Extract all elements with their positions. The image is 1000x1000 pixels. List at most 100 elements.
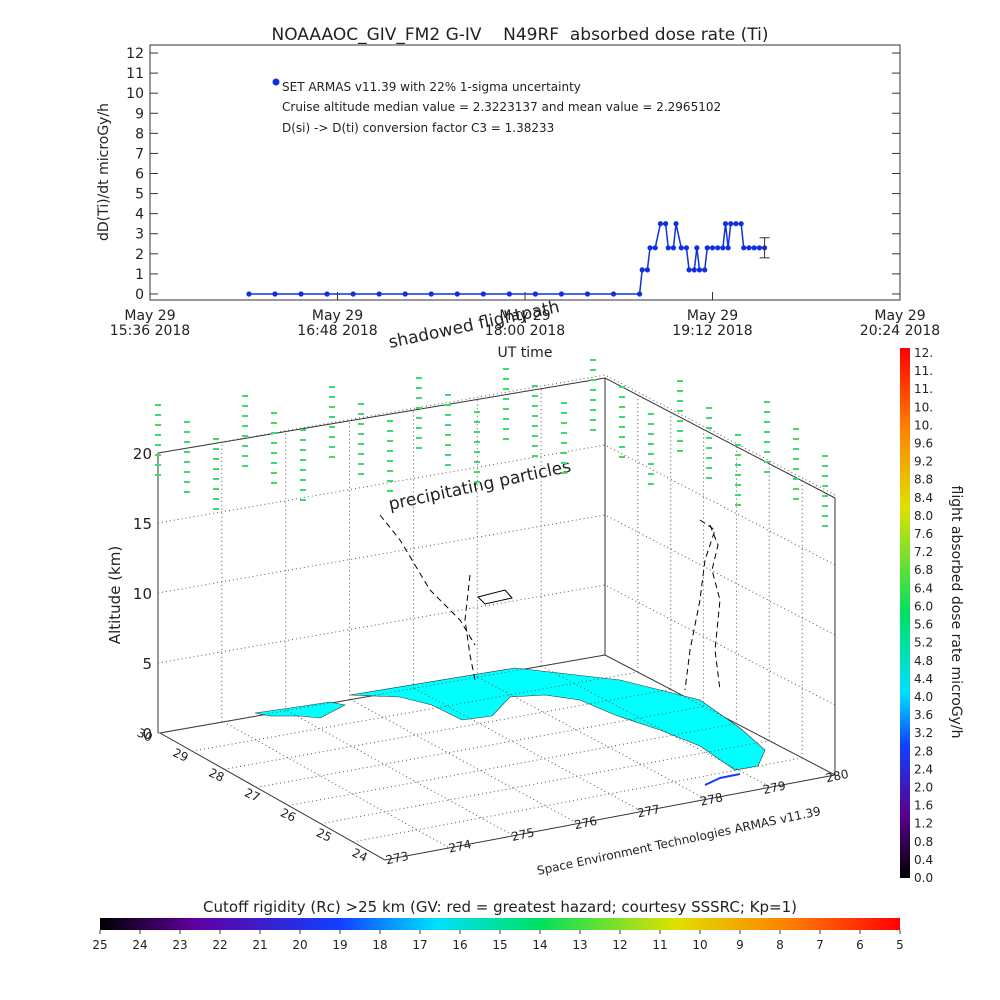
y-tick-label: 2 [135,247,144,263]
grid-line [288,723,737,807]
data-point [657,221,664,227]
dose-colorbar-label: 1.2 [914,817,933,831]
x-tick-label: 19:12 2018 [672,323,752,339]
lon-tick-label: 278 [699,790,724,808]
dose-colorbar-label: 6.8 [914,563,933,577]
data-point [678,245,684,251]
y-tick-label: 1 [135,267,144,283]
dose-colorbar-label: 5.2 [914,636,933,650]
flight-path [684,519,716,691]
dose-colorbar-label: 3.6 [914,708,933,722]
data-point [558,291,565,297]
lat-tick-label: 26 [278,806,298,825]
dose-colorbar [900,348,910,878]
lon-tick-label: 276 [573,814,598,832]
rc-colorbar-title: Cutoff rigidity (Rc) >25 km (GV: red = g… [203,898,797,916]
dose-colorbar-label: 6.0 [914,599,933,613]
y-tick-label: 11 [126,66,144,82]
data-point [647,245,653,251]
x-axis-label: UT time [498,345,553,361]
data-point [506,291,512,297]
dose-colorbar-label: 3.2 [914,726,933,740]
rc-colorbar-label: 9 [736,938,744,952]
land [254,701,346,719]
data-point [741,245,747,251]
y-tick-label: 0 [135,287,144,303]
dose-colorbar-label: 11. [914,364,933,378]
z-tick-label: 20 [133,445,152,463]
rc-colorbar-label: 19 [332,938,347,952]
rc-colorbar-label: 25 [92,938,107,952]
dose-colorbar-label: 12. [914,346,933,360]
y-tick-label: 9 [135,106,144,122]
z-tick-label: 0 [142,725,152,743]
data-point [480,291,486,297]
data-point [738,221,744,227]
keys [704,773,741,786]
data-point [720,245,726,251]
data-point [272,291,278,297]
y-tick-label: 6 [135,167,144,183]
credit: Space Environment Technologies ARMAS v11… [536,804,822,878]
rc-colorbar-label: 16 [452,938,467,952]
data-point [639,267,645,273]
dose-colorbar-label: 10. [914,418,933,432]
data-point [298,291,304,297]
rc-colorbar-label: 7 [816,938,824,952]
rc-colorbar-label: 5 [896,938,904,952]
lon-tick-label: 275 [510,825,535,843]
z-tick-label: 5 [142,655,152,673]
dose-colorbar-label: 8.8 [914,473,933,487]
x-tick-label: May 29 [874,308,925,324]
data-point [402,291,408,297]
dose-colorbar-label: 9.6 [914,437,933,451]
dose-colorbar-label: 0.0 [914,871,933,885]
data-point [722,221,729,227]
rc-colorbar-label: 8 [776,938,784,952]
y-tick-label: 8 [135,126,144,142]
rc-colorbar-label: 22 [212,938,227,952]
lat-tick-label: 29 [171,746,191,765]
data-point [683,245,690,251]
rc-colorbar-label: 14 [532,938,547,952]
data-point [728,221,734,227]
land [349,667,766,771]
dose-colorbar-label: 10. [914,400,933,414]
lon-tick-label: 274 [447,837,472,855]
z-tick-label: 10 [133,585,152,603]
data-point [694,245,700,251]
y-tick-label: 7 [135,146,144,162]
rc-colorbar-label: 10 [692,938,707,952]
rc-colorbar-label: 24 [132,938,147,952]
rc-colorbar-label: 21 [252,938,267,952]
data-point [324,291,330,297]
z-axis-label: Altitude (km) [106,546,124,644]
dose-colorbar-label: 7.6 [914,527,933,541]
dose-colorbar-label: 5.6 [914,618,933,632]
data-point [454,291,460,297]
flight-path [464,574,476,681]
grid-line [352,757,803,843]
data-point [376,291,382,297]
dose-colorbar-label: 8.4 [914,491,933,505]
legend-label: SET ARMAS v11.39 with 22% 1-sigma uncert… [282,80,581,94]
rc-colorbar-label: 11 [652,938,667,952]
rc-colorbar-label: 23 [172,938,187,952]
x-tick-label: 16:48 2018 [297,323,377,339]
series-line [248,222,765,295]
lon-tick-label: 277 [636,802,661,820]
z-tick-label: 15 [133,515,152,533]
lon-tick-label: 279 [762,779,787,797]
y-tick-label: 3 [135,227,144,243]
x-tick-label: 20:24 2018 [860,323,940,339]
data-point [691,267,697,273]
data-point [756,245,762,251]
dose-colorbar-label: 4.4 [914,672,933,686]
data-point [665,245,671,251]
grid-line [157,514,836,636]
y-tick-label: 12 [126,46,144,62]
precip-label: precipitating particles [387,457,573,515]
dose-colorbar-title: flight absorbed dose rate microGy/h [948,486,964,739]
dose-colorbar-label: 8.0 [914,509,933,523]
rc-colorbar-label: 6 [856,938,864,952]
